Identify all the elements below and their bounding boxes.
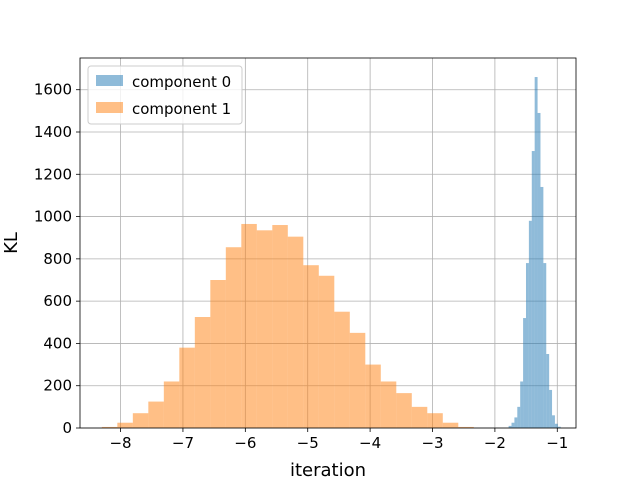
- bar-series-1: [148, 401, 164, 428]
- bar-series-0: [543, 263, 547, 428]
- bar-series-0: [537, 112, 541, 428]
- bar-series-0: [514, 417, 518, 428]
- bar-series-1: [411, 406, 428, 428]
- legend-box: [87, 65, 243, 125]
- bar-series-0: [554, 423, 558, 428]
- bar-series-0: [540, 186, 544, 428]
- bar-series-1: [442, 422, 459, 428]
- y-tick-label: 800: [43, 250, 72, 268]
- bar-series-0: [531, 151, 535, 428]
- y-tick-label: 200: [43, 377, 72, 395]
- legend-swatch: [96, 102, 123, 113]
- bar-series-1: [225, 247, 242, 428]
- bar-series-1: [380, 381, 397, 428]
- bar-series-0: [523, 318, 526, 428]
- bar-series-0: [525, 263, 529, 428]
- bar-series-0: [557, 426, 561, 428]
- bar-series-1: [179, 347, 195, 428]
- x-tick-label: −3: [421, 434, 443, 452]
- legend-swatch: [96, 75, 123, 86]
- bar-series-1: [117, 422, 133, 428]
- y-tick-label: 1600: [34, 81, 72, 99]
- x-tick-label: −5: [297, 434, 319, 452]
- legend: component 0 component 1: [87, 65, 243, 125]
- x-tick-label: −4: [359, 434, 381, 452]
- x-tick-label: −2: [484, 434, 506, 452]
- bar-series-1: [287, 236, 304, 428]
- bar-series-1: [163, 381, 180, 428]
- y-tick-label: 0: [62, 419, 72, 437]
- y-tick-label: 600: [43, 292, 72, 310]
- bar-series-1: [458, 426, 474, 428]
- x-axis-label: iteration: [290, 460, 366, 480]
- bar-series-1: [132, 413, 149, 428]
- x-tick-label: −7: [172, 434, 194, 452]
- bar-series-0: [528, 220, 532, 428]
- bar-series-1: [210, 280, 226, 428]
- plot-frame: [79, 57, 577, 429]
- bar-series-0: [508, 425, 512, 428]
- bar-series-1: [427, 413, 443, 428]
- bar-series-1: [194, 317, 211, 428]
- bar-series-0: [534, 77, 538, 429]
- bar-series-1: [318, 275, 335, 428]
- legend-label: component 1: [132, 100, 231, 118]
- bar-series-1: [256, 230, 273, 428]
- y-tick-label: 1400: [34, 123, 72, 141]
- y-tick-label: 1200: [34, 165, 72, 183]
- x-tick-label: −6: [234, 434, 256, 452]
- bar-series-0: [517, 406, 521, 428]
- y-tick-label: 1000: [34, 208, 72, 226]
- y-tick-label: 400: [43, 334, 72, 352]
- bar-series-0: [552, 415, 555, 428]
- bar-series-1: [272, 225, 288, 428]
- bar-series-1: [365, 364, 381, 428]
- histogram-bars: [101, 77, 561, 429]
- bar-series-0: [546, 354, 550, 428]
- bar-series-0: [520, 381, 524, 428]
- bar-series-0: [549, 389, 553, 428]
- bar-series-1: [396, 393, 412, 428]
- bar-series-0: [511, 422, 515, 428]
- bar-series-1: [241, 223, 257, 428]
- bar-series-1: [303, 265, 319, 428]
- axis-ticks: −8 −7 −6 −5 −4 −3 −2 −1 0 200 400 600 800 1000 1200 140…: [34, 81, 569, 452]
- bar-series-1: [334, 311, 350, 428]
- y-axis-label: KL: [1, 232, 22, 254]
- legend-label: component 0: [132, 73, 231, 91]
- x-tick-label: −1: [546, 434, 568, 452]
- x-tick-label: −8: [109, 434, 131, 452]
- bar-series-1: [349, 332, 366, 428]
- bar-series-1: [101, 426, 118, 428]
